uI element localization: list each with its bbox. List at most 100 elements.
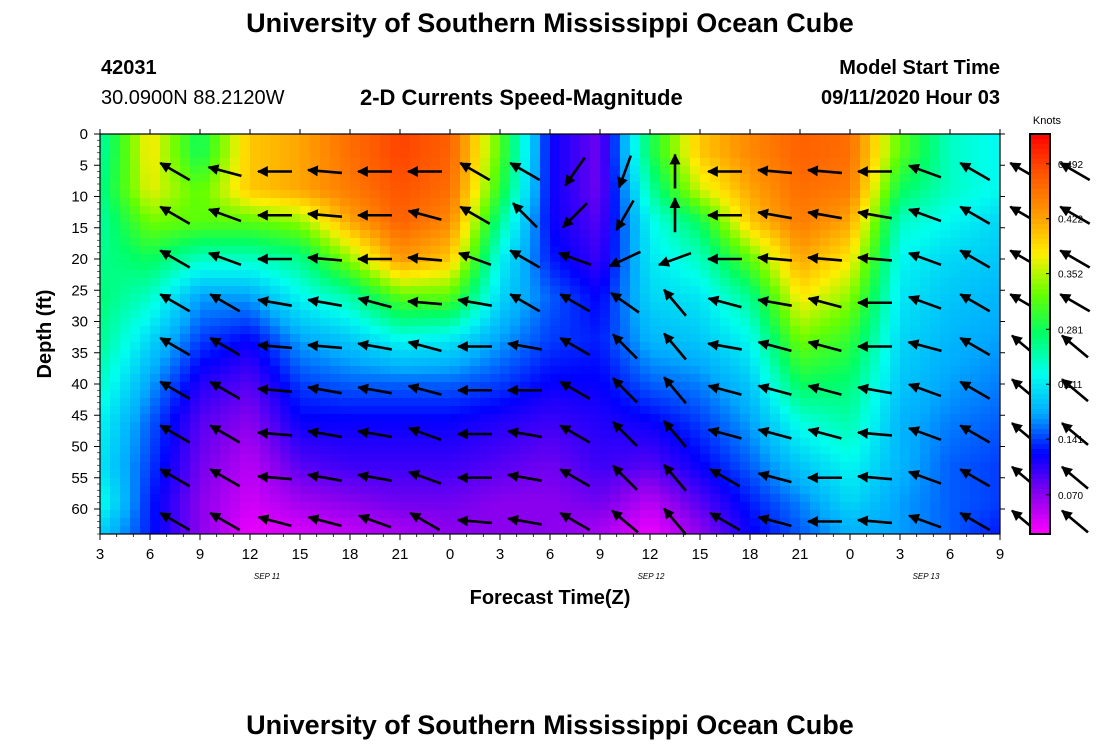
heatmap-cell: [750, 518, 761, 527]
heatmap-cell: [850, 134, 861, 143]
heatmap-cell: [950, 134, 961, 143]
heatmap-cell: [730, 358, 741, 367]
heatmap-cell: [850, 270, 861, 279]
heatmap-cell: [670, 246, 681, 255]
heatmap-cell: [280, 286, 291, 295]
current-arrow: [257, 296, 292, 307]
heatmap-cell: [890, 302, 901, 311]
heatmap-cell: [170, 510, 181, 519]
heatmap-cell: [840, 206, 851, 215]
heatmap-cell: [610, 198, 621, 207]
heatmap-cell: [150, 270, 161, 279]
heatmap-cell: [420, 390, 431, 399]
heatmap-cell: [940, 494, 951, 503]
heatmap-cell: [180, 166, 191, 175]
heatmap-cell: [630, 214, 641, 223]
heatmap-cell: [930, 206, 941, 215]
heatmap-cell: [360, 446, 371, 455]
heatmap-cell: [850, 446, 861, 455]
heatmap-cell: [520, 134, 531, 143]
heatmap-cell: [950, 526, 961, 535]
heatmap-cell: [800, 318, 811, 327]
heatmap-cell: [300, 166, 311, 175]
heatmap-cell: [350, 470, 361, 479]
heatmap-cell: [750, 286, 761, 295]
heatmap-cell: [370, 238, 381, 247]
heatmap-cell: [130, 430, 141, 439]
heatmap-cell: [800, 382, 811, 391]
heatmap-cell: [160, 446, 171, 455]
heatmap-cell: [350, 238, 361, 247]
heatmap-cell: [720, 174, 731, 183]
heatmap-cell: [130, 350, 141, 359]
y-tick-label: 15: [71, 220, 88, 237]
heatmap-cell: [850, 454, 861, 463]
heatmap-cell: [840, 214, 851, 223]
heatmap-cell: [850, 158, 861, 167]
heatmap-cell: [570, 230, 581, 239]
heatmap-cell: [350, 430, 361, 439]
heatmap-cell: [790, 350, 801, 359]
speed-heatmap: [100, 134, 1001, 535]
heatmap-cell: [740, 278, 751, 287]
heatmap-cell: [370, 478, 381, 487]
heatmap-cell: [230, 310, 241, 319]
heatmap-cell: [190, 182, 201, 191]
heatmap-cell: [230, 262, 241, 271]
heatmap-cell: [830, 342, 841, 351]
heatmap-cell: [530, 342, 541, 351]
heatmap-cell: [190, 342, 201, 351]
heatmap-cell: [750, 238, 761, 247]
heatmap-cell: [780, 190, 791, 199]
colorbar-segment: [1030, 139, 1050, 145]
heatmap-cell: [950, 510, 961, 519]
heatmap-cell: [320, 454, 331, 463]
heatmap-cell: [900, 486, 911, 495]
heatmap-cell: [950, 398, 961, 407]
heatmap-cell: [690, 422, 701, 431]
heatmap-cell: [370, 422, 381, 431]
heatmap-cell: [470, 262, 481, 271]
heatmap-cell: [350, 518, 361, 527]
heatmap-cell: [140, 310, 151, 319]
heatmap-cell: [850, 150, 861, 159]
heatmap-cell: [930, 262, 941, 271]
heatmap-cell: [490, 142, 501, 151]
date-label: SEP 11: [254, 572, 280, 581]
heatmap-cell: [750, 262, 761, 271]
heatmap-cell: [980, 438, 991, 447]
heatmap-cell: [320, 318, 331, 327]
heatmap-cell: [370, 398, 381, 407]
heatmap-cell: [300, 494, 311, 503]
heatmap-cell: [950, 302, 961, 311]
heatmap-cell: [540, 214, 551, 223]
heatmap-cell: [730, 270, 741, 279]
heatmap-cell: [490, 230, 501, 239]
heatmap-cell: [460, 246, 471, 255]
heatmap-cell: [950, 198, 961, 207]
heatmap-cell: [500, 462, 511, 471]
heatmap-cell: [100, 486, 111, 495]
heatmap-cell: [550, 230, 561, 239]
heatmap-cell: [200, 494, 211, 503]
heatmap-cell: [350, 422, 361, 431]
heatmap-cell: [870, 366, 881, 375]
heatmap-cell: [990, 382, 1001, 391]
heatmap-cell: [900, 302, 911, 311]
heatmap-cell: [580, 526, 591, 535]
heatmap-cell: [150, 278, 161, 287]
heatmap-cell: [280, 518, 291, 527]
colorbar-segment: [1030, 494, 1050, 500]
heatmap-cell: [670, 262, 681, 271]
heatmap-cell: [660, 502, 671, 511]
current-arrow: [357, 295, 392, 309]
heatmap-cell: [490, 350, 501, 359]
heatmap-cell: [490, 390, 501, 399]
heatmap-cell: [330, 198, 341, 207]
heatmap-cell: [390, 270, 401, 279]
heatmap-cell: [960, 374, 971, 383]
heatmap-cell: [840, 142, 851, 151]
heatmap-cell: [290, 446, 301, 455]
heatmap-cell: [810, 238, 821, 247]
heatmap-cell: [990, 454, 1001, 463]
